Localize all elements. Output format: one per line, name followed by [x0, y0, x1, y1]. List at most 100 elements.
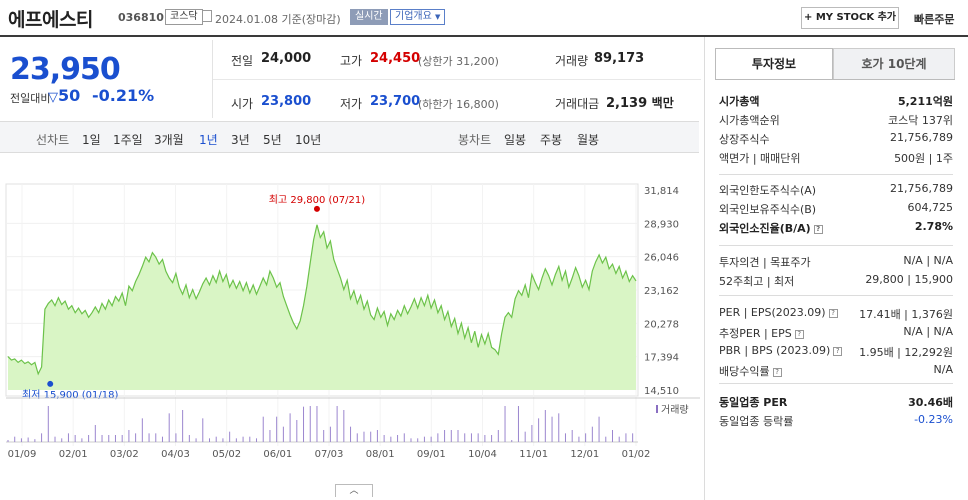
info-row-label-text: 상장주식수 — [719, 133, 770, 146]
info-row: 배당수익률? N/A — [719, 362, 953, 380]
info-row-label: 상장주식수 — [719, 131, 770, 147]
volume-bar — [464, 433, 466, 442]
info-row: 외국인소진율(B/A)? 2.78% — [719, 219, 953, 237]
period-3m[interactable]: 3개월 — [154, 133, 184, 147]
high-value: 24,450 — [370, 51, 421, 66]
info-row-label: 추정PER | EPS? — [719, 325, 804, 341]
chevron-down-icon: ▼ — [435, 13, 441, 21]
volume-bar — [370, 431, 372, 442]
amount-number: 2,139 — [606, 96, 648, 111]
price-area — [8, 224, 636, 390]
volume-bar — [303, 406, 305, 442]
info-row-label: 액면가 | 매매단위 — [719, 150, 801, 166]
y-tick-label: 20,278 — [644, 319, 679, 330]
company-overview-button[interactable]: 기업개요 ▼ — [390, 9, 446, 25]
divider — [213, 79, 701, 80]
volume-bar — [135, 433, 137, 442]
x-tick-label: 05/02 — [212, 449, 241, 460]
volume-bar — [403, 433, 405, 442]
volume-bar — [276, 416, 278, 442]
volume-bar — [161, 436, 163, 442]
info-row-value: 1.95배 | 12,292원 — [859, 346, 953, 359]
volume-bar — [141, 418, 143, 442]
live-button[interactable]: 실시간 — [350, 9, 388, 25]
help-icon[interactable]: ? — [813, 225, 823, 234]
info-row-value: 500원 | 1주 — [894, 152, 953, 165]
help-icon[interactable]: ? — [794, 330, 804, 339]
volume-bar — [430, 436, 432, 442]
period-bar: 선차트 1일 1주일 3개월 1년 3년 5년 10년 봉차트 일봉 주봉 월봉 — [0, 121, 699, 153]
company-overview-label: 기업개요 — [395, 11, 432, 22]
price-chart[interactable]: 31,814 28,930 26,046 23,162 20,278 17,394 14,5… — [0, 154, 700, 484]
volume-bar — [551, 416, 553, 442]
help-icon[interactable]: ? — [833, 347, 843, 356]
section-divider — [719, 295, 953, 296]
volume-bar — [74, 435, 76, 442]
volume-bar — [155, 433, 157, 442]
info-row-label: PER | EPS(2023.09)? — [719, 306, 838, 319]
info-row: 액면가 | 매매단위 500원 | 1주 — [719, 149, 953, 167]
chevron-up-icon: ︿ — [349, 486, 359, 496]
volume-bar — [504, 406, 506, 442]
period-3y[interactable]: 3년 — [231, 133, 250, 147]
volume-legend-label: 거래량 — [661, 404, 689, 416]
high-marker — [313, 205, 320, 212]
period-1d[interactable]: 1일 — [82, 133, 101, 147]
volume-bar — [558, 413, 560, 442]
period-1w[interactable]: 1주일 — [113, 133, 143, 147]
line-chart-label: 선차트 — [36, 133, 70, 147]
change-label: 전일대비 — [10, 92, 51, 105]
volume-bar — [625, 433, 627, 442]
candle-daily[interactable]: 일봉 — [504, 133, 527, 147]
volume-value: 89,173 — [594, 51, 645, 66]
period-1y[interactable]: 1년 — [199, 133, 218, 147]
volume-bar — [229, 431, 231, 442]
candle-weekly[interactable]: 주봉 — [540, 133, 563, 147]
volume-bar — [148, 433, 150, 442]
volume-bar — [289, 413, 291, 442]
volume-bar — [410, 438, 412, 442]
open-label: 시가 — [231, 97, 254, 111]
section-divider — [719, 245, 953, 246]
info-row-label: PBR | BPS (2023.09)? — [719, 344, 843, 357]
high-label: 최고 29,800 (07/21) — [269, 194, 365, 206]
volume-bar — [598, 416, 600, 442]
x-tick-label: 01/09 — [8, 449, 37, 460]
volume-bar — [269, 430, 271, 442]
section-divider — [719, 174, 953, 175]
period-10y[interactable]: 10년 — [295, 133, 322, 147]
volume-bar — [578, 436, 580, 442]
collapse-button[interactable]: ︿ — [335, 484, 373, 497]
volume-bar — [88, 435, 90, 442]
y-tick-label: 31,814 — [644, 186, 679, 197]
calendar-icon — [202, 10, 212, 22]
period-5y[interactable]: 5년 — [263, 133, 282, 147]
volume-bar — [538, 418, 540, 442]
info-row: PER | EPS(2023.09)? 17.41배 | 1,376원 — [719, 305, 953, 323]
volume-bar — [168, 413, 170, 442]
add-mystock-button[interactable]: + MY STOCK 추가 — [801, 7, 899, 29]
fast-order-button[interactable]: 빠른주문 — [914, 13, 955, 26]
info-row-value: N/A | N/A — [903, 254, 953, 267]
stock-header: 에프에스티 036810 코스닥 2024.01.08 기준(장마감) 실시간 … — [0, 0, 968, 34]
help-icon[interactable]: ? — [772, 368, 782, 377]
stock-code: 036810 — [118, 11, 164, 24]
info-row-label-text: 동일업종 PER — [719, 396, 788, 409]
volume-legend-icon — [656, 405, 658, 413]
y-tick-label: 17,394 — [644, 353, 679, 364]
info-row-label-text: 동일업종 등락률 — [719, 415, 794, 428]
candle-monthly[interactable]: 월봉 — [577, 133, 600, 147]
help-icon[interactable]: ? — [828, 309, 838, 318]
volume-bar — [282, 426, 284, 442]
info-panel: 투자정보 호가 10단계 시가총액 5,211억원 시가총액순위 코스닥 137위 상장… — [704, 37, 968, 500]
change-percent: -0.21% — [92, 86, 155, 105]
tab-orderbook[interactable]: 호가 10단계 — [833, 48, 955, 80]
tab-invest-info[interactable]: 투자정보 — [715, 48, 833, 80]
info-row-label-text: 외국인한도주식수(A) — [719, 184, 817, 197]
volume-bar — [397, 435, 399, 442]
x-tick-label: 09/01 — [417, 449, 446, 460]
info-row-value: N/A | N/A — [903, 325, 953, 338]
open-value: 23,800 — [261, 94, 312, 109]
volume-bar — [256, 438, 258, 442]
y-tick-label: 23,162 — [644, 286, 679, 297]
